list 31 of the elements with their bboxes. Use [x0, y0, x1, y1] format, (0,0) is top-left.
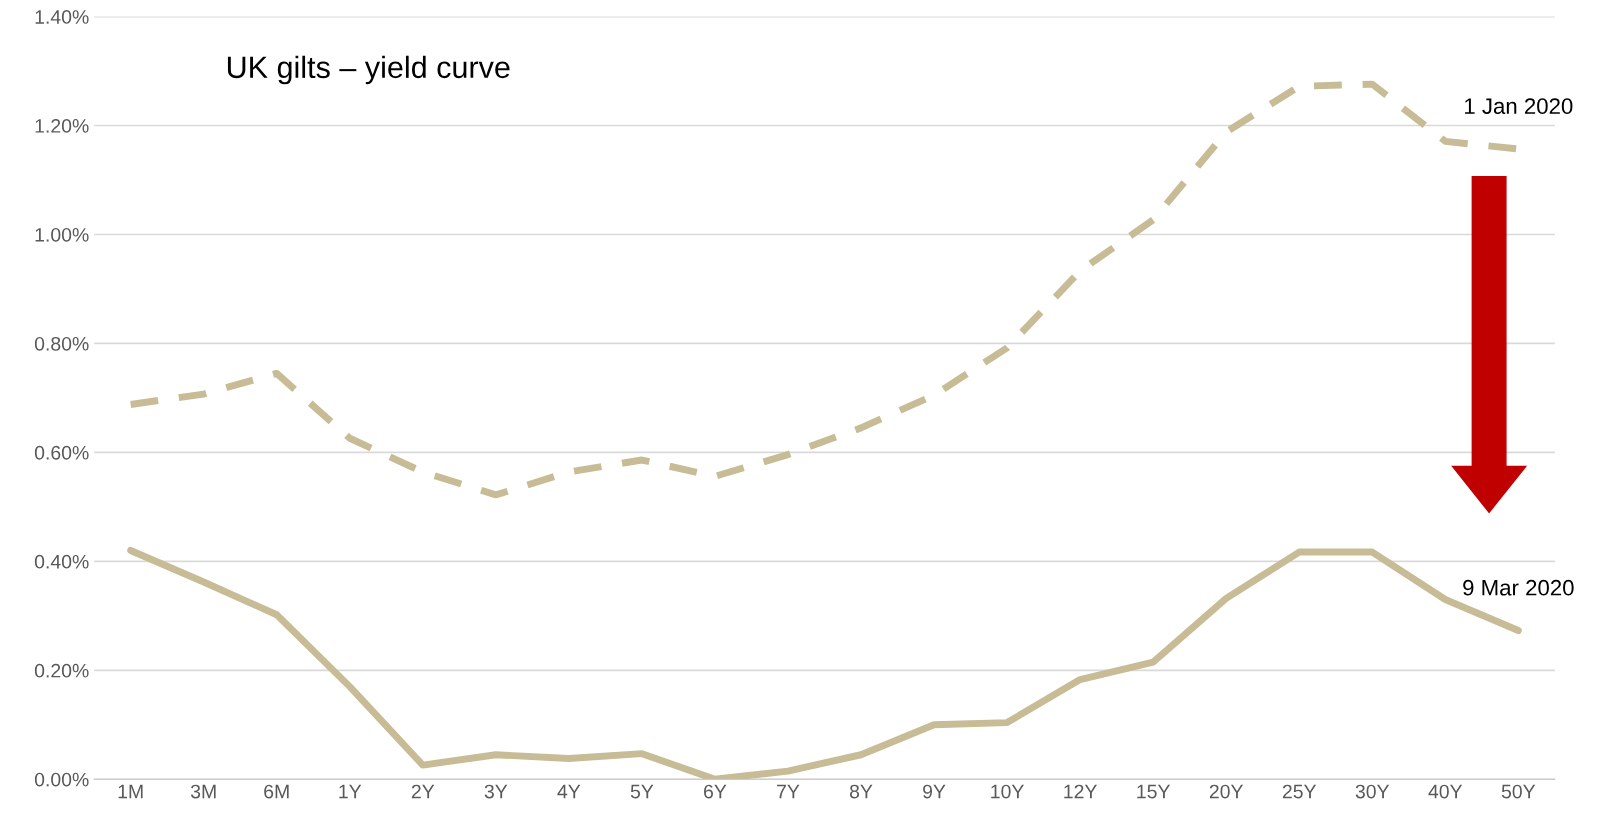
- series-label: 9 Mar 2020: [1463, 579, 1574, 596]
- x-tick-label: 3M: [190, 784, 216, 799]
- x-tick-label: 5Y: [630, 784, 654, 799]
- x-tick-label: 10Y: [991, 784, 1024, 799]
- x-tick-label: 20Y: [1209, 784, 1244, 799]
- x-tick-label: 9Y: [923, 784, 946, 799]
- y-tick-label: 0.60%: [34, 445, 89, 460]
- x-tick-label: 50Y: [1501, 784, 1536, 799]
- x-tick-label: 25Y: [1282, 784, 1317, 799]
- series-label: 1 Jan 2020: [1465, 98, 1573, 115]
- x-tick-label: 30Y: [1355, 784, 1390, 799]
- x-tick-label: 15Y: [1137, 784, 1171, 799]
- x-tick-label: 1Y: [339, 784, 362, 799]
- y-tick-label: 1.00%: [35, 227, 89, 242]
- x-tick-label: 3Y: [484, 784, 508, 799]
- x-tick-label: 12Y: [1064, 784, 1097, 799]
- x-tick-label: 6M: [264, 784, 289, 799]
- x-tick-label: 6Y: [704, 784, 727, 799]
- y-tick-label: 0.20%: [34, 663, 89, 678]
- x-tick-label: 1M: [118, 784, 143, 799]
- x-tick-label: 2Y: [411, 784, 435, 799]
- text: UK gilts – yield curve: [227, 55, 510, 85]
- x-tick-label: 8Y: [849, 784, 873, 799]
- x-tick-label: 40Y: [1428, 784, 1463, 799]
- y-tick-label: 1.40%: [35, 10, 89, 24]
- y-tick-label: 1.20%: [35, 119, 89, 133]
- y-tick-label: 0.40%: [34, 554, 89, 569]
- y-tick-label: 0.80%: [34, 336, 89, 351]
- x-tick-label: 7Y: [777, 784, 800, 799]
- y-tick-label: 0.00%: [34, 772, 89, 787]
- x-tick-label: 4Y: [557, 784, 581, 799]
